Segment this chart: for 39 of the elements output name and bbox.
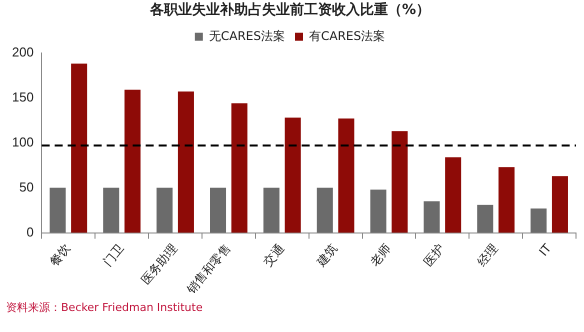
x-tick-label: 经理: [474, 241, 501, 269]
bar: [231, 103, 248, 233]
y-tick-label: 200: [12, 44, 34, 60]
x-tick-label: 餐饮: [46, 241, 74, 269]
legend-label: 无CARES法案: [208, 28, 285, 43]
x-tick-label: 门卫: [100, 241, 127, 269]
bar: [71, 64, 88, 233]
text: 资料来源：Becker Friedman Institute: [6, 300, 203, 315]
bar: [316, 188, 333, 233]
bar: [530, 208, 547, 233]
x-tick-label: 医护: [420, 241, 448, 269]
x-tick-label: 建筑: [313, 241, 340, 270]
bar: [445, 157, 462, 233]
bar: [210, 188, 226, 233]
bar: [178, 91, 194, 233]
x-tick-label: 医务助理: [138, 241, 180, 288]
bar: [103, 188, 120, 233]
bar: [338, 118, 354, 233]
bar: [370, 190, 386, 233]
bar: [50, 188, 66, 233]
bar: [392, 131, 408, 233]
bar: [284, 118, 301, 233]
bar: [156, 188, 173, 233]
bar: [263, 188, 280, 233]
y-tick-label: 100: [12, 134, 34, 150]
y-tick-label: 50: [19, 179, 34, 194]
bar: [477, 204, 494, 233]
bar: [498, 167, 515, 233]
bar: [424, 201, 440, 233]
x-tick-label: 交通: [260, 241, 287, 269]
bar: [124, 90, 141, 233]
legend-label: 有CARES法案: [309, 28, 386, 43]
x-tick-label: 销售和零售: [183, 241, 234, 298]
y-tick-label: 150: [12, 89, 34, 104]
bar: [552, 176, 568, 233]
x-tick-label: 老师: [368, 241, 394, 269]
y-tick-label: 0: [26, 224, 34, 240]
chart-title: 各职业失业补助占失业前工资收入比重（%）: [148, 1, 430, 18]
x-tick-label: IT: [536, 240, 554, 259]
